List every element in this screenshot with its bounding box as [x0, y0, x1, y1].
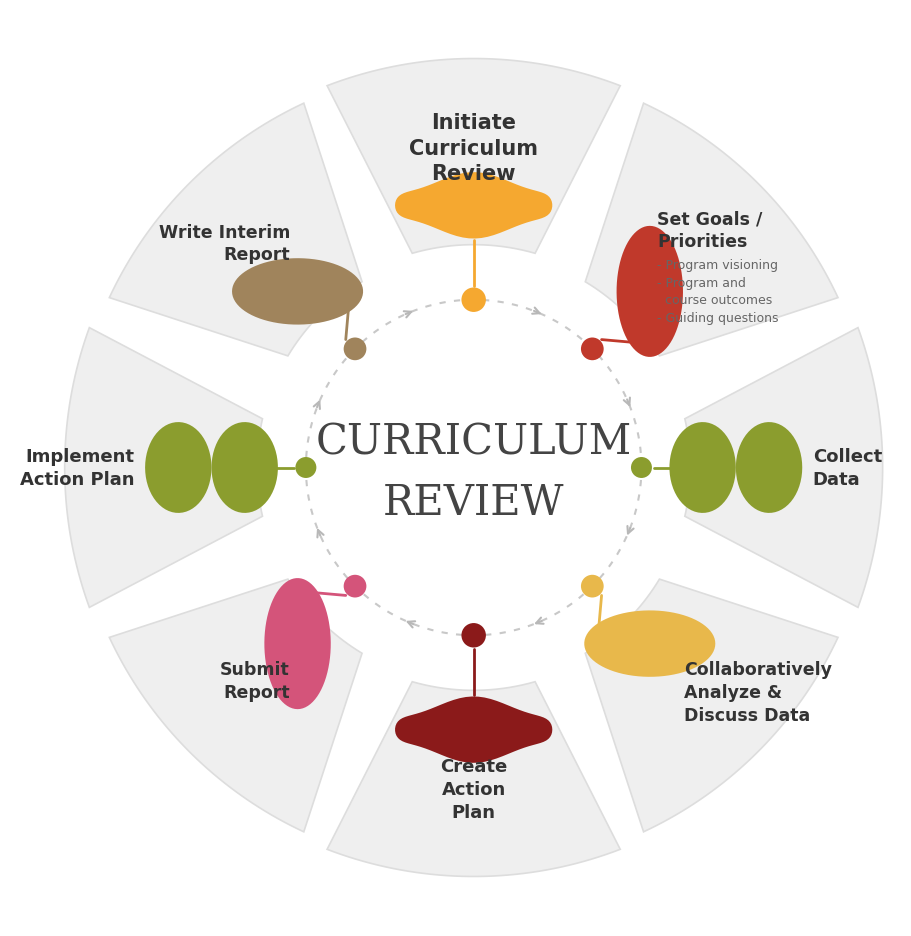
Text: Collect
Data: Collect Data [812, 447, 881, 489]
Circle shape [343, 575, 366, 598]
PathPatch shape [585, 579, 837, 832]
Text: Write Interim
Report: Write Interim Report [159, 224, 290, 264]
Text: Create
Action
Plan: Create Action Plan [440, 757, 507, 821]
Polygon shape [584, 611, 714, 677]
Polygon shape [394, 173, 552, 240]
Polygon shape [669, 423, 735, 513]
Circle shape [295, 458, 316, 478]
Circle shape [343, 338, 366, 361]
Text: Submit
Report: Submit Report [220, 660, 290, 701]
PathPatch shape [327, 682, 619, 876]
Text: CURRICULUM: CURRICULUM [315, 421, 631, 462]
PathPatch shape [109, 104, 362, 357]
Circle shape [630, 458, 651, 478]
Circle shape [580, 338, 603, 361]
Polygon shape [264, 578, 331, 709]
Text: - Program visioning
- Program and
  course outcomes
- Guiding questions: - Program visioning - Program and course… [657, 259, 778, 325]
Text: Implement
Action Plan: Implement Action Plan [20, 447, 135, 489]
Circle shape [461, 288, 486, 313]
Text: Set Goals /
Priorities: Set Goals / Priorities [657, 211, 762, 251]
Circle shape [461, 623, 486, 648]
Circle shape [580, 575, 603, 598]
Polygon shape [211, 423, 278, 513]
Text: Initiate
Curriculum
Review: Initiate Curriculum Review [409, 113, 537, 184]
PathPatch shape [327, 60, 619, 254]
PathPatch shape [65, 329, 262, 607]
Polygon shape [616, 227, 682, 358]
Polygon shape [735, 423, 802, 513]
PathPatch shape [109, 579, 362, 832]
Polygon shape [231, 259, 363, 325]
PathPatch shape [684, 329, 882, 607]
Text: Collaboratively
Analyze &
Discuss Data: Collaboratively Analyze & Discuss Data [683, 660, 831, 724]
Polygon shape [145, 423, 211, 513]
PathPatch shape [585, 104, 837, 357]
Polygon shape [394, 696, 552, 763]
Text: REVIEW: REVIEW [383, 482, 564, 524]
